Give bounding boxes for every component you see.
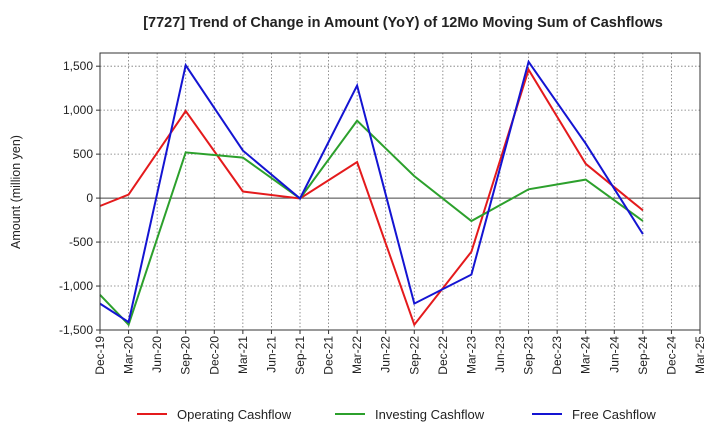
- y-tick-label: 500: [73, 147, 93, 161]
- legend-item-investing-cashflow: Investing Cashflow: [335, 407, 485, 422]
- x-tick-label: Jun-20: [150, 336, 164, 373]
- y-tick-labels: 1,500 1,000 500 0 -500 -1,000 -1,500: [59, 59, 100, 337]
- x-tick-label: Mar-25: [693, 336, 707, 374]
- y-tick-label: 1,000: [63, 103, 93, 117]
- plot-frame: [99, 52, 701, 331]
- legend: Operating Cashflow Investing Cashflow Free…: [137, 407, 656, 422]
- series-line-free-cashflow: [99, 59, 644, 324]
- legend-label: Investing Cashflow: [375, 407, 485, 422]
- legend-item-free-cashflow: Free Cashflow: [532, 407, 656, 422]
- legend-item-operating-cashflow: Operating Cashflow: [137, 407, 292, 422]
- y-tick-label: 0: [86, 191, 93, 205]
- y-tick-label: -1,000: [59, 279, 93, 293]
- y-axis-label: Amount (million yen): [9, 135, 23, 249]
- x-tick-label: Sep-21: [293, 336, 307, 375]
- x-tick-label: Mar-24: [579, 336, 593, 374]
- x-tick-label: Jun-22: [379, 336, 393, 373]
- x-tick-label: Mar-21: [236, 336, 250, 374]
- chart-title: [7727] Trend of Change in Amount (YoY) o…: [143, 15, 663, 31]
- x-tick-label: Mar-23: [464, 336, 478, 374]
- x-tick-label: Sep-22: [407, 336, 421, 375]
- x-tick-label: Dec-23: [550, 336, 564, 375]
- legend-label: Free Cashflow: [572, 407, 656, 422]
- y-tick-label: -500: [69, 235, 93, 249]
- x-tick-label: Dec-20: [207, 336, 221, 375]
- x-tick-label: Mar-22: [350, 336, 364, 374]
- grid-lines: [99, 53, 701, 331]
- x-tick-label: Dec-21: [322, 336, 336, 375]
- x-tick-label: Mar-20: [122, 336, 136, 374]
- y-tick-label: 1,500: [63, 59, 93, 73]
- series-line-operating-cashflow: [99, 67, 644, 327]
- x-tick-labels: Dec-19 Mar-20 Jun-20 Sep-20 Dec-20 Mar-21 Jun-…: [93, 330, 707, 375]
- x-tick-label: Jun-24: [607, 336, 621, 373]
- series-line-investing-cashflow: [99, 119, 644, 327]
- x-tick-label: Sep-23: [522, 336, 536, 375]
- x-tick-label: Jun-23: [493, 336, 507, 373]
- x-tick-label: Dec-24: [664, 336, 678, 375]
- series-lines: [99, 59, 644, 327]
- x-tick-label: Sep-20: [179, 336, 193, 375]
- x-tick-label: Dec-19: [93, 336, 107, 375]
- x-tick-label: Jun-21: [264, 336, 278, 373]
- x-tick-label: Sep-24: [636, 336, 650, 375]
- x-tick-label: Dec-22: [436, 336, 450, 375]
- y-tick-label: -1,500: [59, 323, 93, 337]
- legend-label: Operating Cashflow: [177, 407, 292, 422]
